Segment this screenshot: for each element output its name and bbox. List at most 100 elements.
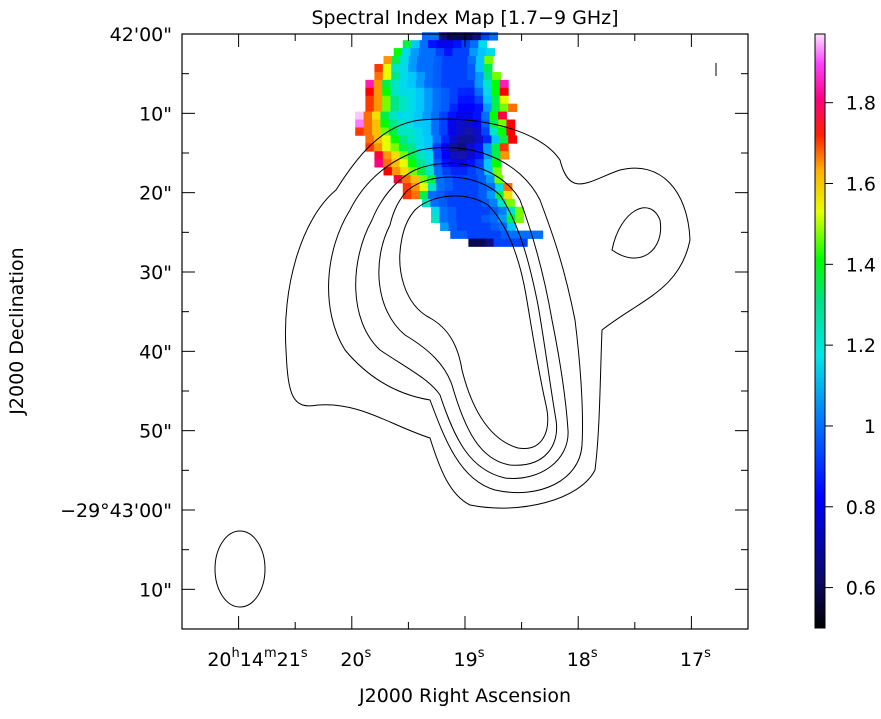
heatmap-cell	[508, 135, 518, 144]
heatmap-cell	[466, 159, 476, 168]
heatmap-cell	[382, 79, 392, 89]
heatmap-cell	[448, 222, 458, 231]
heatmap-cell	[483, 63, 493, 73]
heatmap-cell	[408, 63, 417, 73]
heatmap-cell	[421, 198, 431, 208]
heatmap-cell	[442, 167, 452, 176]
heatmap-cell	[365, 87, 375, 97]
heatmap-cell	[449, 95, 459, 105]
heatmap-cell	[492, 71, 501, 81]
heatmap-cell	[444, 40, 454, 49]
colorbar-tick-label: 1.2	[846, 335, 876, 357]
heatmap-cell	[469, 182, 479, 192]
heatmap-cell	[391, 167, 401, 176]
heatmap-cell	[499, 103, 509, 112]
heatmap-cell	[472, 32, 482, 41]
colorbar-ticks: 0.6 0.8 1 1.2 1.4 1.6 1.8	[825, 93, 876, 600]
heatmap-cell	[435, 48, 445, 57]
heatmap-cell	[505, 198, 515, 208]
colorbar-tick-label: 1.4	[846, 254, 876, 276]
heatmap-cell	[430, 119, 440, 128]
heatmap-cell	[440, 222, 449, 231]
heatmap-cell	[486, 175, 495, 184]
y-tick-label: 40"	[139, 341, 172, 363]
heatmap-cell	[440, 103, 450, 112]
contour-overlay	[284, 118, 691, 509]
heatmap-cell	[453, 190, 463, 200]
heatmap-cell	[442, 56, 452, 65]
heatmap-cell	[473, 214, 482, 224]
heatmap-cell	[422, 127, 432, 136]
heatmap-cell	[424, 95, 434, 105]
heatmap-cell	[466, 143, 476, 152]
heatmap-cell	[440, 87, 450, 97]
heatmap-cell	[391, 159, 401, 168]
heatmap-cell	[402, 48, 411, 57]
heatmap-cell	[427, 190, 437, 200]
heatmap-cell	[475, 71, 485, 81]
y-tick-label: −29°43'00"	[60, 500, 172, 522]
heatmap-cell	[418, 48, 428, 57]
contour-2	[328, 146, 584, 494]
heatmap-cell	[440, 95, 450, 105]
heatmap-cell	[450, 167, 460, 176]
heatmap-cell	[414, 111, 423, 120]
heatmap-cell	[374, 151, 384, 160]
heatmap-cell	[432, 95, 442, 105]
heatmap-cell	[400, 167, 410, 176]
heatmap-cell	[495, 182, 505, 192]
heatmap-cell	[517, 230, 527, 239]
heatmap-cell	[388, 127, 398, 136]
heatmap-cell	[402, 40, 412, 49]
heatmap-cell	[405, 119, 415, 128]
heatmap-cell	[372, 119, 381, 128]
heatmap-cell	[499, 87, 509, 97]
heatmap-cell	[466, 135, 476, 144]
heatmap-cell	[408, 159, 417, 168]
heatmap-cell	[424, 151, 434, 160]
heatmap-cell	[388, 111, 398, 120]
y-tick-label: 30"	[139, 262, 172, 284]
y-axis-label: J2000 Declination	[6, 247, 28, 415]
heatmap-cell	[475, 56, 485, 65]
heatmap-cell	[382, 87, 392, 97]
heatmap-cell	[397, 119, 407, 128]
heatmap-cell	[415, 103, 425, 112]
heatmap-cell	[372, 111, 381, 120]
heatmap-cell	[499, 135, 509, 144]
heatmap-cell	[507, 222, 517, 231]
beam-ellipse	[214, 530, 266, 608]
heatmap-cell	[478, 182, 488, 192]
heatmap-cell	[399, 151, 409, 160]
heatmap-cell	[373, 79, 383, 89]
heatmap-cell	[473, 206, 482, 216]
heatmap-cell	[365, 135, 375, 144]
heatmap-cell	[365, 143, 375, 152]
x-tick-label: 19s	[454, 646, 485, 671]
heatmap-cell	[444, 48, 453, 57]
heatmap-cell	[456, 214, 466, 224]
heatmap-cell	[492, 167, 502, 176]
heatmap-cell	[430, 32, 440, 41]
heatmap-cell	[474, 79, 484, 89]
heatmap-cell	[398, 143, 408, 152]
heatmap-cell	[475, 151, 485, 160]
heatmap-cell	[417, 167, 426, 176]
heatmap-cell	[407, 95, 417, 105]
heatmap-cell	[444, 175, 453, 184]
heatmap-cell	[469, 40, 479, 49]
heatmap-cell	[355, 119, 365, 128]
heatmap-cells	[355, 32, 544, 247]
heatmap-cell	[419, 190, 429, 200]
heatmap-cell	[474, 143, 484, 152]
heatmap-cell	[499, 95, 509, 105]
heatmap-cell	[416, 159, 426, 168]
heatmap-cell	[439, 119, 449, 128]
heatmap-cell	[373, 95, 383, 105]
heatmap-cell	[373, 143, 383, 152]
heatmap-cell	[525, 230, 535, 239]
heatmap-cell	[484, 56, 494, 65]
heatmap-cell	[477, 175, 487, 184]
heatmap-cell	[469, 48, 479, 57]
